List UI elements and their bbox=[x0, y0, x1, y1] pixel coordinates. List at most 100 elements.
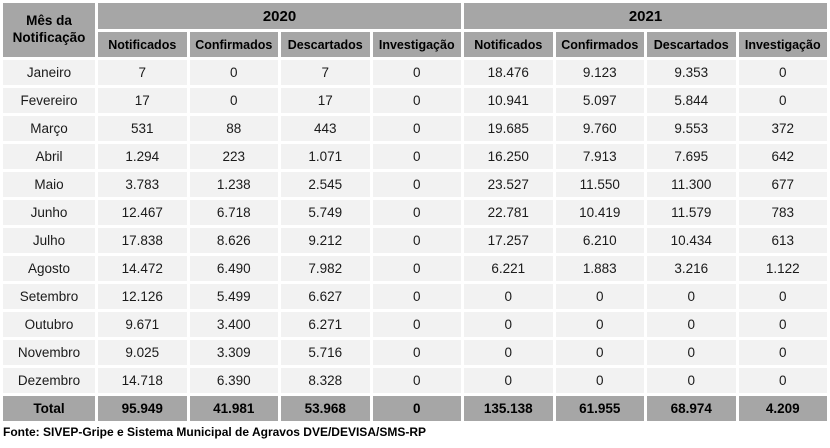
month-cell: Fevereiro bbox=[3, 88, 95, 113]
value-cell: 1.238 bbox=[189, 172, 278, 197]
value-cell: 0 bbox=[738, 340, 827, 365]
month-cell: Abril bbox=[3, 144, 95, 169]
column-header-investigacao-2020: Investigação bbox=[372, 32, 461, 57]
value-cell: 16.250 bbox=[464, 144, 553, 169]
value-cell: 613 bbox=[738, 228, 827, 253]
year-header-2020: 2020 bbox=[98, 3, 461, 29]
total-value-cell: 4.209 bbox=[738, 396, 827, 421]
value-cell: 9.353 bbox=[647, 60, 736, 85]
value-cell: 3.400 bbox=[189, 312, 278, 337]
value-cell: 18.476 bbox=[464, 60, 553, 85]
value-cell: 0 bbox=[555, 284, 644, 309]
value-cell: 5.749 bbox=[281, 200, 370, 225]
value-cell: 17.838 bbox=[98, 228, 187, 253]
value-cell: 9.123 bbox=[555, 60, 644, 85]
value-cell: 0 bbox=[555, 368, 644, 393]
total-label-cell: Total bbox=[3, 396, 95, 421]
value-cell: 0 bbox=[372, 60, 461, 85]
month-row: Junho 12.467 6.718 5.749 0 22.781 10.419 11.579… bbox=[3, 200, 827, 225]
value-cell: 0 bbox=[555, 312, 644, 337]
value-cell: 0 bbox=[738, 88, 827, 113]
value-cell: 0 bbox=[372, 116, 461, 141]
total-row: Total 95.949 41.981 53.968 0 135.138 61.… bbox=[3, 396, 827, 421]
month-cell: Novembro bbox=[3, 340, 95, 365]
value-cell: 23.527 bbox=[464, 172, 553, 197]
value-cell: 6.490 bbox=[189, 256, 278, 281]
value-cell: 9.553 bbox=[647, 116, 736, 141]
value-cell: 0 bbox=[738, 368, 827, 393]
value-cell: 0 bbox=[464, 312, 553, 337]
corner-header-month-of-notification: Mês da Notificação bbox=[3, 3, 95, 57]
value-cell: 0 bbox=[464, 340, 553, 365]
value-cell: 372 bbox=[738, 116, 827, 141]
month-cell: Agosto bbox=[3, 256, 95, 281]
month-row: Dezembro 14.718 6.390 8.328 0 0 0 0 0 bbox=[3, 368, 827, 393]
month-row: Setembro 12.126 5.499 6.627 0 0 0 0 0 bbox=[3, 284, 827, 309]
table-header: Mês da Notificação 2020 2021 Notificados… bbox=[3, 3, 827, 57]
value-cell: 12.126 bbox=[98, 284, 187, 309]
value-cell: 2.545 bbox=[281, 172, 370, 197]
value-cell: 0 bbox=[189, 60, 278, 85]
column-header-confirmados-2021: Confirmados bbox=[555, 32, 644, 57]
value-cell: 0 bbox=[738, 312, 827, 337]
month-cell: Janeiro bbox=[3, 60, 95, 85]
month-row: Julho 17.838 8.626 9.212 0 17.257 6.210 10.434 6… bbox=[3, 228, 827, 253]
source-note: Fonte: SIVEP-Gripe e Sistema Municipal d… bbox=[3, 425, 426, 439]
value-cell: 12.467 bbox=[98, 200, 187, 225]
value-cell: 10.419 bbox=[555, 200, 644, 225]
value-cell: 1.122 bbox=[738, 256, 827, 281]
value-cell: 0 bbox=[372, 284, 461, 309]
column-header-descartados-2020: Descartados bbox=[281, 32, 370, 57]
value-cell: 88 bbox=[189, 116, 278, 141]
value-cell: 10.941 bbox=[464, 88, 553, 113]
value-cell: 10.434 bbox=[647, 228, 736, 253]
value-cell: 0 bbox=[372, 172, 461, 197]
value-cell: 8.328 bbox=[281, 368, 370, 393]
value-cell: 6.210 bbox=[555, 228, 644, 253]
total-value-cell: 95.949 bbox=[98, 396, 187, 421]
value-cell: 14.472 bbox=[98, 256, 187, 281]
value-cell: 443 bbox=[281, 116, 370, 141]
value-cell: 0 bbox=[738, 284, 827, 309]
value-cell: 11.579 bbox=[647, 200, 736, 225]
value-cell: 677 bbox=[738, 172, 827, 197]
month-cell: Março bbox=[3, 116, 95, 141]
month-row: Maio 3.783 1.238 2.545 0 23.527 11.550 11.300 67… bbox=[3, 172, 827, 197]
value-cell: 1.883 bbox=[555, 256, 644, 281]
value-cell: 3.309 bbox=[189, 340, 278, 365]
month-row: Agosto 14.472 6.490 7.982 0 6.221 1.883 3.216 1.… bbox=[3, 256, 827, 281]
value-cell: 0 bbox=[372, 144, 461, 169]
value-cell: 7 bbox=[98, 60, 187, 85]
value-cell: 17 bbox=[281, 88, 370, 113]
value-cell: 0 bbox=[372, 88, 461, 113]
value-cell: 11.300 bbox=[647, 172, 736, 197]
month-row: Fevereiro 17 0 17 0 10.941 5.097 5.844 0 bbox=[3, 88, 827, 113]
value-cell: 642 bbox=[738, 144, 827, 169]
value-cell: 19.685 bbox=[464, 116, 553, 141]
month-row: Abril 1.294 223 1.071 0 16.250 7.913 7.695 642 bbox=[3, 144, 827, 169]
value-cell: 0 bbox=[464, 368, 553, 393]
value-cell: 5.499 bbox=[189, 284, 278, 309]
column-header-notificados-2020: Notificados bbox=[98, 32, 187, 57]
value-cell: 6.221 bbox=[464, 256, 553, 281]
value-cell: 783 bbox=[738, 200, 827, 225]
value-cell: 11.550 bbox=[555, 172, 644, 197]
value-cell: 0 bbox=[372, 368, 461, 393]
column-header-investigacao-2021: Investigação bbox=[738, 32, 827, 57]
value-cell: 7.913 bbox=[555, 144, 644, 169]
value-cell: 0 bbox=[647, 340, 736, 365]
total-value-cell: 135.138 bbox=[464, 396, 553, 421]
value-cell: 223 bbox=[189, 144, 278, 169]
corner-header-line2: Notificação bbox=[12, 30, 86, 45]
value-cell: 9.671 bbox=[98, 312, 187, 337]
value-cell: 0 bbox=[372, 200, 461, 225]
table-total: Total 95.949 41.981 53.968 0 135.138 61.… bbox=[3, 396, 827, 421]
year-header-row: Mês da Notificação 2020 2021 bbox=[3, 3, 827, 57]
value-cell: 9.025 bbox=[98, 340, 187, 365]
total-value-cell: 0 bbox=[372, 396, 461, 421]
value-cell: 7 bbox=[281, 60, 370, 85]
month-row: Outubro 9.671 3.400 6.271 0 0 0 0 0 bbox=[3, 312, 827, 337]
month-cell: Outubro bbox=[3, 312, 95, 337]
value-cell: 9.760 bbox=[555, 116, 644, 141]
notifications-by-month-table: Mês da Notificação 2020 2021 Notificados… bbox=[3, 3, 827, 421]
